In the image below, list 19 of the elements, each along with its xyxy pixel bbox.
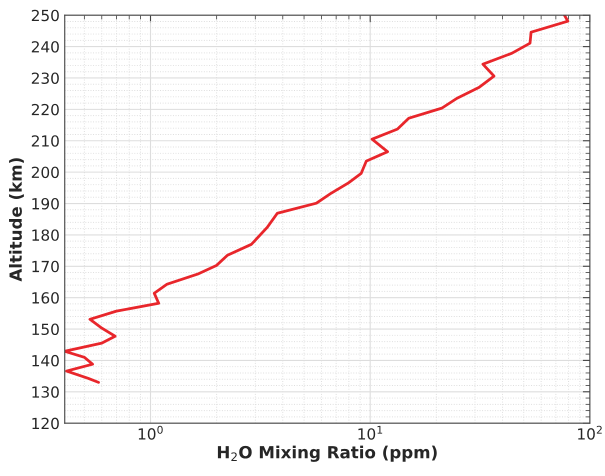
y-tick-label: 210: [32, 135, 59, 147]
x-axis-title: H$_{2}$O Mixing Ratio (ppm): [218, 446, 437, 462]
y-tick-label: 130: [32, 386, 59, 398]
y-tick-label: 150: [32, 323, 59, 336]
x-tick-label: 10$^{1}$: [358, 426, 382, 440]
x-tick-label: 10$^{0}$: [138, 426, 163, 440]
y-tick-label: 160: [32, 292, 59, 304]
y-tick-label: 240: [32, 41, 59, 53]
y-tick-label: 190: [32, 198, 59, 210]
y-tick-label: 250: [32, 10, 59, 22]
y-tick-label: 220: [32, 104, 59, 116]
y-tick-label: 180: [32, 229, 59, 241]
y-tick-label: 120: [32, 418, 59, 430]
y-tick-label: 140: [32, 354, 59, 366]
y-axis-title: Altitude (km): [9, 158, 24, 282]
y-tick-label: 200: [32, 166, 59, 178]
y-tick-label: 230: [32, 72, 59, 84]
y-tick-label: 170: [32, 260, 59, 272]
x-tick-label: 10$^{2}$: [578, 426, 602, 440]
